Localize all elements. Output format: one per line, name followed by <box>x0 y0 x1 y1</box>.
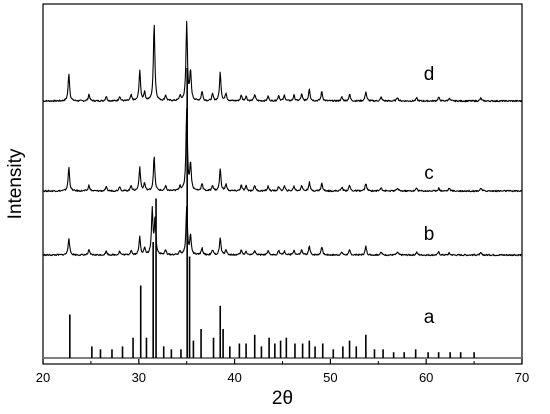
x-tick-label: 30 <box>132 370 146 385</box>
x-axis-title: 2θ <box>272 388 293 409</box>
trace-label-d: d <box>424 64 435 85</box>
series-d-line <box>42 20 523 103</box>
x-tick-label: 20 <box>36 370 50 385</box>
trace-label-a: a <box>424 307 435 328</box>
trace-label-c: c <box>424 163 434 184</box>
y-axis-title: Intensity <box>5 148 26 219</box>
x-tick-label: 60 <box>419 370 433 385</box>
x-tick-label: 40 <box>227 370 241 385</box>
series-c-line <box>42 107 523 193</box>
pattern-traces <box>42 20 523 359</box>
trace-label-b: b <box>424 224 435 245</box>
series-b-line <box>42 205 523 257</box>
x-tick-label: 70 <box>515 370 529 385</box>
series-a <box>44 68 521 359</box>
x-axis-ticks: 20 30 40 50 60 70 <box>36 359 529 385</box>
plot-frame <box>42 3 523 365</box>
x-tick-label: 50 <box>323 370 337 385</box>
pattern-labels: d c b a <box>424 64 435 328</box>
